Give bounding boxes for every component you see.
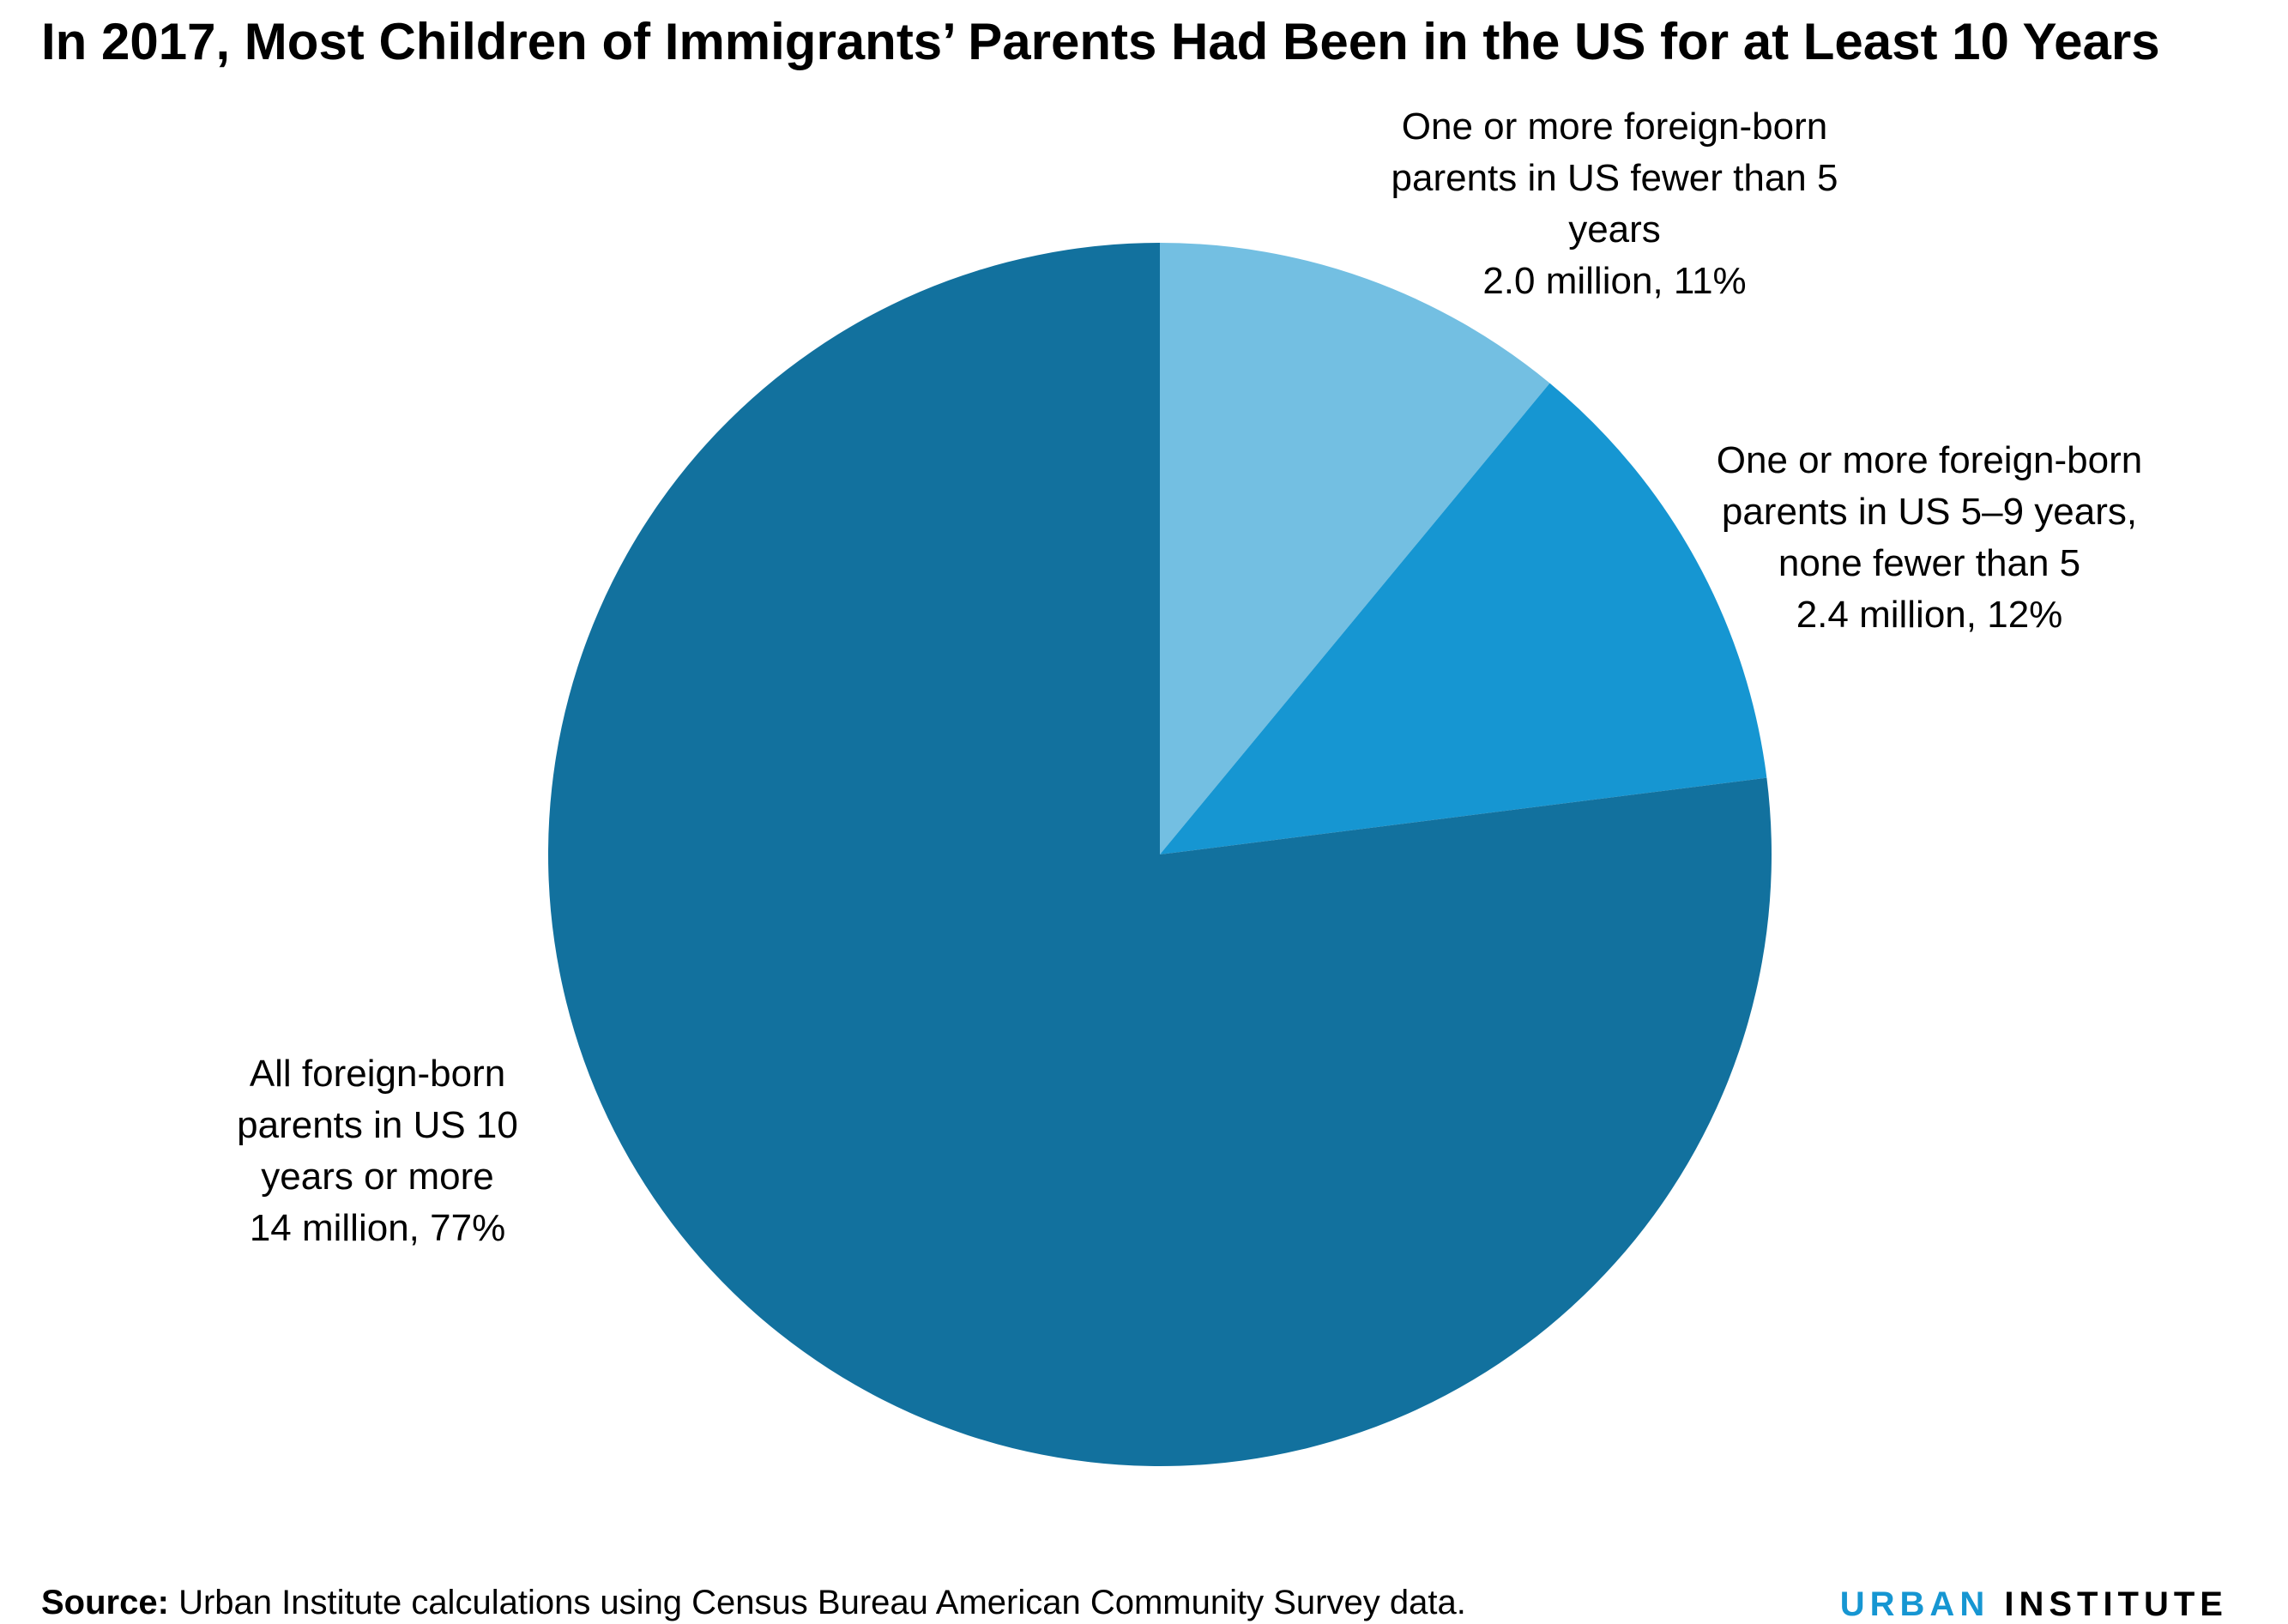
- source-label: Source:: [41, 1584, 169, 1621]
- slice-label: One or more foreign-born parents in US f…: [1374, 101, 1855, 307]
- category-label: One or more foreign-born parents in US f…: [1391, 106, 1838, 251]
- logo: URBAN INSTITUTE: [1840, 1585, 2228, 1623]
- pie-slice: [1160, 243, 1550, 854]
- value-label: 14 million, 77%: [249, 1207, 506, 1249]
- pie-slice: [1160, 383, 1767, 855]
- value-label: 2.0 million, 11%: [1482, 260, 1747, 302]
- footer: Source: Urban Institute calculations usi…: [41, 1584, 1466, 1621]
- slice-label: One or more foreign-born parents in US 5…: [1706, 435, 2152, 641]
- logo-part: INSTITUTE: [2004, 1585, 2228, 1623]
- source-text: Urban Institute calculations using Censu…: [178, 1584, 1466, 1621]
- slice-label: All foreign-born parents in US 10 years …: [214, 1048, 540, 1254]
- chart-title: In 2017, Most Children of Immigrants’ Pa…: [41, 13, 2160, 70]
- category-label: One or more foreign-born parents in US 5…: [1716, 439, 2143, 584]
- logo-part: URBAN: [1839, 1585, 1990, 1623]
- value-label: 2.4 million, 12%: [1796, 594, 2063, 636]
- pie-slice: [547, 243, 1772, 1466]
- category-label: All foreign-born parents in US 10 years …: [237, 1053, 518, 1198]
